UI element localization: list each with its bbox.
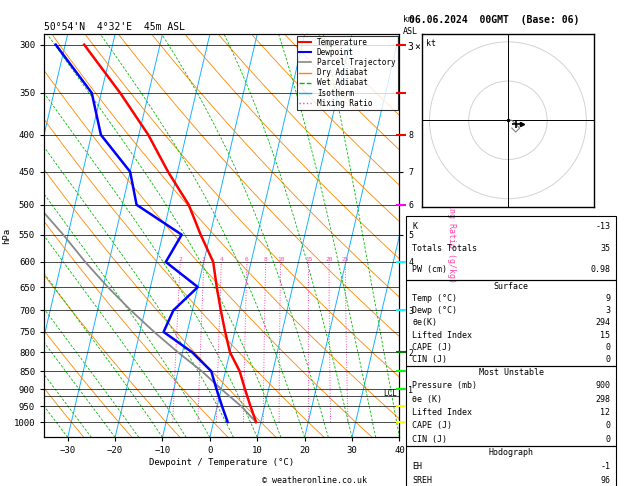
Text: 96: 96	[600, 476, 610, 486]
Text: CIN (J): CIN (J)	[412, 355, 447, 364]
Text: 06.06.2024  00GMT  (Base: 06): 06.06.2024 00GMT (Base: 06)	[409, 15, 579, 25]
Text: 0: 0	[605, 355, 610, 364]
Text: 294: 294	[595, 318, 610, 327]
Bar	[406, 365, 616, 446]
Text: km: km	[403, 15, 413, 24]
Text: Pressure (mb): Pressure (mb)	[412, 381, 477, 390]
Text: 15: 15	[305, 257, 312, 262]
Text: © weatheronline.co.uk: © weatheronline.co.uk	[262, 476, 367, 485]
Text: 20: 20	[325, 257, 333, 262]
Text: θe (K): θe (K)	[412, 395, 442, 403]
Text: 35: 35	[600, 243, 610, 253]
Text: Lifted Index: Lifted Index	[412, 408, 472, 417]
Text: CIN (J): CIN (J)	[412, 434, 447, 444]
Text: 0: 0	[605, 343, 610, 352]
Text: 0.98: 0.98	[590, 265, 610, 274]
Text: CAPE (J): CAPE (J)	[412, 343, 452, 352]
Text: 25: 25	[342, 257, 349, 262]
Y-axis label: Mixing Ratio (g/kg): Mixing Ratio (g/kg)	[447, 188, 457, 283]
Text: 50°54'N  4°32'E  45m ASL: 50°54'N 4°32'E 45m ASL	[44, 22, 185, 32]
Y-axis label: hPa: hPa	[2, 227, 11, 244]
Text: Totals Totals: Totals Totals	[412, 243, 477, 253]
Text: LCL: LCL	[383, 388, 397, 398]
Text: 9: 9	[605, 294, 610, 303]
Text: 0: 0	[605, 434, 610, 444]
Text: 6: 6	[245, 257, 249, 262]
Legend: Temperature, Dewpoint, Parcel Trajectory, Dry Adiabat, Wet Adiabat, Isotherm, Mi: Temperature, Dewpoint, Parcel Trajectory…	[297, 35, 398, 110]
Text: ASL: ASL	[403, 27, 418, 36]
Bar	[406, 216, 616, 280]
Text: 3: 3	[605, 306, 610, 315]
Text: -13: -13	[595, 223, 610, 231]
X-axis label: Dewpoint / Temperature (°C): Dewpoint / Temperature (°C)	[149, 458, 294, 467]
Text: SREH: SREH	[412, 476, 432, 486]
Text: 2: 2	[179, 257, 182, 262]
Text: 3: 3	[202, 257, 206, 262]
Text: Dewp (°C): Dewp (°C)	[412, 306, 457, 315]
Text: 8: 8	[264, 257, 267, 262]
Text: K: K	[412, 223, 417, 231]
Text: 10: 10	[277, 257, 284, 262]
Text: 12: 12	[600, 408, 610, 417]
Text: 900: 900	[595, 381, 610, 390]
Text: EH: EH	[412, 463, 422, 471]
Text: 0: 0	[605, 421, 610, 430]
Text: kt: kt	[426, 39, 435, 48]
Text: 4: 4	[220, 257, 223, 262]
Text: θe(K): θe(K)	[412, 318, 437, 327]
Text: Hodograph: Hodograph	[489, 449, 533, 457]
Text: 298: 298	[595, 395, 610, 403]
Text: Lifted Index: Lifted Index	[412, 330, 472, 340]
Text: Temp (°C): Temp (°C)	[412, 294, 457, 303]
Text: PW (cm): PW (cm)	[412, 265, 447, 274]
Bar	[406, 280, 616, 365]
Bar	[406, 446, 616, 486]
Text: 15: 15	[600, 330, 610, 340]
Text: -1: -1	[600, 463, 610, 471]
Text: Surface: Surface	[494, 282, 528, 291]
Text: CAPE (J): CAPE (J)	[412, 421, 452, 430]
Text: Most Unstable: Most Unstable	[479, 368, 543, 377]
